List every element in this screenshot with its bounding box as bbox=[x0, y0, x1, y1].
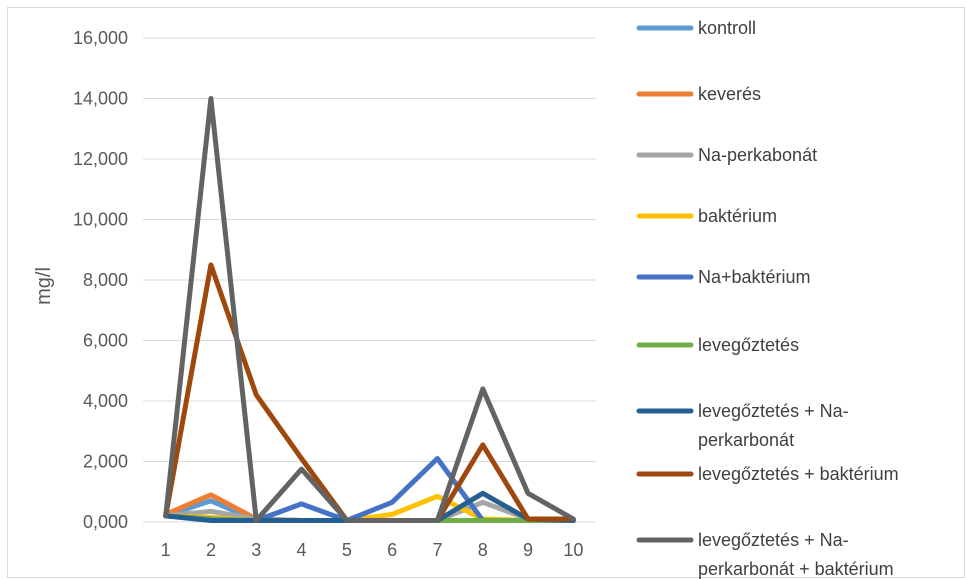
legend-entry: kontroll bbox=[636, 18, 756, 38]
legend-entry: levegőztetés + Na-perkarbonát bbox=[636, 401, 849, 450]
y-tick-label: 0,000 bbox=[83, 512, 128, 532]
series-lines bbox=[163, 96, 576, 523]
legend-entry: levegőztetés + baktérium bbox=[636, 464, 899, 484]
legend-label: Na+baktérium bbox=[698, 267, 811, 287]
legend-label: levegőztetés + Na- bbox=[698, 530, 849, 550]
x-tick-label: 9 bbox=[523, 540, 533, 560]
legend-entry: baktérium bbox=[636, 206, 777, 226]
y-axis-title: mg/l bbox=[33, 267, 55, 305]
legend-entry: Na+baktérium bbox=[636, 267, 811, 287]
legend-label: kontroll bbox=[698, 18, 756, 38]
y-tick-label: 4,000 bbox=[83, 391, 128, 411]
legend-label: keverés bbox=[698, 84, 761, 104]
legend-label: baktérium bbox=[698, 206, 777, 226]
y-tick-label: 6,000 bbox=[83, 331, 128, 351]
legend-entry: keverés bbox=[636, 84, 761, 104]
y-tick-label: 8,000 bbox=[83, 270, 128, 290]
legend-label: levegőztetés + Na- bbox=[698, 401, 849, 421]
series-line-9 bbox=[163, 96, 576, 523]
x-tick-label: 7 bbox=[432, 540, 442, 560]
legend-label: levegőztetés bbox=[698, 335, 799, 355]
x-axis-ticks: 1 2 3 4 5 6 7 8 9 10 bbox=[161, 540, 584, 560]
y-axis-ticks: 0,000 2,000 4,000 6,000 8,000 10,000 12,000 14,… bbox=[73, 28, 128, 532]
y-tick-label: 16,000 bbox=[73, 28, 128, 48]
x-tick-label: 2 bbox=[206, 540, 216, 560]
legend-label: Na-perkabonát bbox=[698, 145, 817, 165]
legend-entry: Na-perkabonát bbox=[636, 145, 817, 165]
legend-entry: levegőztetés + Na-perkarbonát + baktériu… bbox=[636, 530, 894, 579]
chart-frame: 0,000 2,000 4,000 6,000 8,000 10,000 12,000 14,… bbox=[7, 7, 965, 579]
legend-label: perkarbonát bbox=[698, 430, 794, 450]
legend: kontroll keverés Na-perkabonát baktérium Na+… bbox=[636, 18, 899, 579]
legend-label: perkarbonát + baktérium bbox=[698, 559, 894, 579]
x-tick-label: 8 bbox=[478, 540, 488, 560]
legend-label: levegőztetés + baktérium bbox=[698, 464, 899, 484]
x-tick-label: 10 bbox=[563, 540, 583, 560]
y-tick-label: 10,000 bbox=[73, 210, 128, 230]
y-tick-label: 2,000 bbox=[83, 452, 128, 472]
y-tick-label: 14,000 bbox=[73, 89, 128, 109]
line-chart: 0,000 2,000 4,000 6,000 8,000 10,000 12,000 14,… bbox=[33, 18, 899, 579]
x-tick-label: 4 bbox=[297, 540, 307, 560]
series-line-8 bbox=[163, 262, 576, 523]
x-tick-label: 6 bbox=[387, 540, 397, 560]
x-tick-label: 5 bbox=[342, 540, 352, 560]
x-tick-label: 1 bbox=[161, 540, 171, 560]
x-tick-label: 3 bbox=[251, 540, 261, 560]
y-tick-label: 12,000 bbox=[73, 149, 128, 169]
legend-entry: levegőztetés bbox=[636, 335, 799, 355]
